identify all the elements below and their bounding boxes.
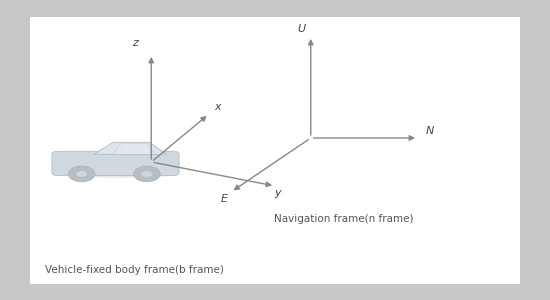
Text: z: z bbox=[132, 38, 138, 49]
Ellipse shape bbox=[141, 170, 153, 178]
Text: E: E bbox=[221, 194, 228, 205]
Ellipse shape bbox=[69, 172, 173, 178]
Text: N: N bbox=[426, 125, 434, 136]
Polygon shape bbox=[94, 142, 166, 154]
FancyBboxPatch shape bbox=[52, 151, 179, 175]
Text: Navigation frame(n frame): Navigation frame(n frame) bbox=[274, 214, 414, 224]
Polygon shape bbox=[113, 143, 154, 154]
Ellipse shape bbox=[75, 170, 87, 178]
Text: Vehicle-fixed body frame(b frame): Vehicle-fixed body frame(b frame) bbox=[45, 265, 224, 275]
Ellipse shape bbox=[134, 166, 160, 182]
Text: U: U bbox=[298, 23, 305, 34]
FancyBboxPatch shape bbox=[30, 16, 520, 283]
Ellipse shape bbox=[68, 166, 95, 182]
Text: x: x bbox=[214, 101, 221, 112]
Text: y: y bbox=[274, 188, 281, 199]
